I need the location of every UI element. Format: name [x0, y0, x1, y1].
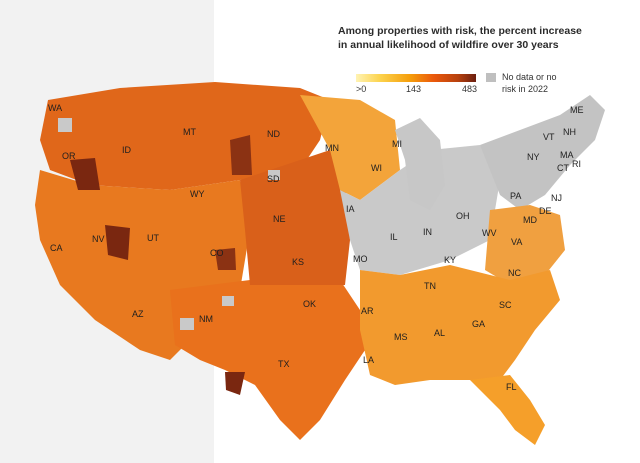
state-label: AR — [361, 306, 374, 316]
region-central-plains — [240, 150, 350, 285]
state-label: AZ — [132, 309, 144, 319]
state-label: IA — [346, 204, 355, 214]
region-florida — [470, 375, 545, 445]
color-scale-bar — [356, 74, 476, 82]
state-label: MS — [394, 332, 408, 342]
state-label: WY — [190, 189, 205, 199]
state-label: MI — [392, 139, 402, 149]
nodata-patch-nm — [180, 318, 194, 330]
legend: >0 143 483 No data or no risk in 2022 — [356, 70, 606, 110]
state-label: SD — [267, 174, 280, 184]
region-michigan — [395, 118, 445, 210]
nodata-patch-wa — [58, 118, 72, 132]
nodata-patch-utah — [222, 296, 234, 306]
state-label: DE — [539, 206, 552, 216]
title-line-1: Among properties with risk, the percent … — [338, 25, 582, 37]
state-label: ID — [122, 145, 132, 155]
state-label: IL — [390, 232, 398, 242]
hotspot-texas — [225, 372, 245, 395]
state-label: WV — [482, 228, 497, 238]
state-label: WA — [48, 103, 62, 113]
state-label: SC — [499, 300, 512, 310]
state-label: TX — [278, 359, 290, 369]
region-northwest — [40, 82, 330, 190]
legend-max-label: 483 — [462, 84, 478, 94]
state-label: OR — [62, 151, 76, 161]
state-label: MT — [183, 127, 196, 137]
state-label: PA — [510, 191, 521, 201]
state-label: NH — [563, 127, 576, 137]
state-label: CA — [50, 243, 63, 253]
map-title: Among properties with risk, the percent … — [338, 24, 598, 52]
state-label: NJ — [551, 193, 562, 203]
state-label: KY — [444, 255, 456, 265]
state-label: TN — [424, 281, 436, 291]
legend-mid-label: 143 — [406, 84, 422, 94]
title-line-2: in annual likelihood of wildfire over 30… — [338, 39, 559, 51]
hotspot-oregon — [70, 158, 100, 190]
state-label: NC — [508, 268, 521, 278]
state-labels: WA OR CA NV ID MT WY UT AZ CO NM ND SD N… — [48, 103, 584, 392]
nodata-label-line-1: No data or no — [502, 72, 557, 82]
state-label: ND — [267, 129, 280, 139]
region-upper-midwest — [300, 95, 400, 200]
region-midwest — [340, 145, 500, 275]
state-label: AL — [434, 328, 445, 338]
state-label: UT — [147, 233, 159, 243]
state-label: FL — [506, 382, 517, 392]
nodata-swatch — [486, 73, 496, 82]
state-label: ME — [570, 105, 584, 115]
state-label: MN — [325, 143, 339, 153]
state-label: MO — [353, 254, 368, 264]
state-label: NE — [273, 214, 286, 224]
hotspot-nevada — [105, 225, 130, 260]
state-label: GA — [472, 319, 485, 329]
hotspot-montana — [230, 135, 252, 175]
state-label: LA — [363, 355, 374, 365]
state-label: IN — [423, 227, 432, 237]
nodata-patch-sd — [268, 170, 280, 180]
region-northeast — [480, 95, 605, 210]
state-label: MA — [560, 150, 574, 160]
state-label: NY — [527, 152, 540, 162]
state-label: CO — [210, 248, 224, 258]
legend-min-label: >0 — [356, 84, 367, 94]
state-label: VT — [543, 132, 555, 142]
state-label: VA — [511, 237, 522, 247]
nodata-label-line-2: risk in 2022 — [502, 84, 549, 94]
region-south-plains — [170, 280, 365, 440]
state-label: MD — [523, 215, 537, 225]
state-label: CT — [557, 163, 569, 173]
region-southeast — [360, 265, 560, 385]
hotspot-colorado — [215, 248, 236, 270]
state-label: NV — [92, 234, 105, 244]
state-label: OK — [303, 299, 316, 309]
state-label: NM — [199, 314, 213, 324]
region-mid-atlantic — [485, 205, 565, 285]
state-label: OH — [456, 211, 470, 221]
state-label: RI — [572, 159, 581, 169]
nodata-label: No data or no risk in 2022 — [502, 71, 557, 95]
state-label: WI — [371, 163, 382, 173]
state-label: KS — [292, 257, 304, 267]
